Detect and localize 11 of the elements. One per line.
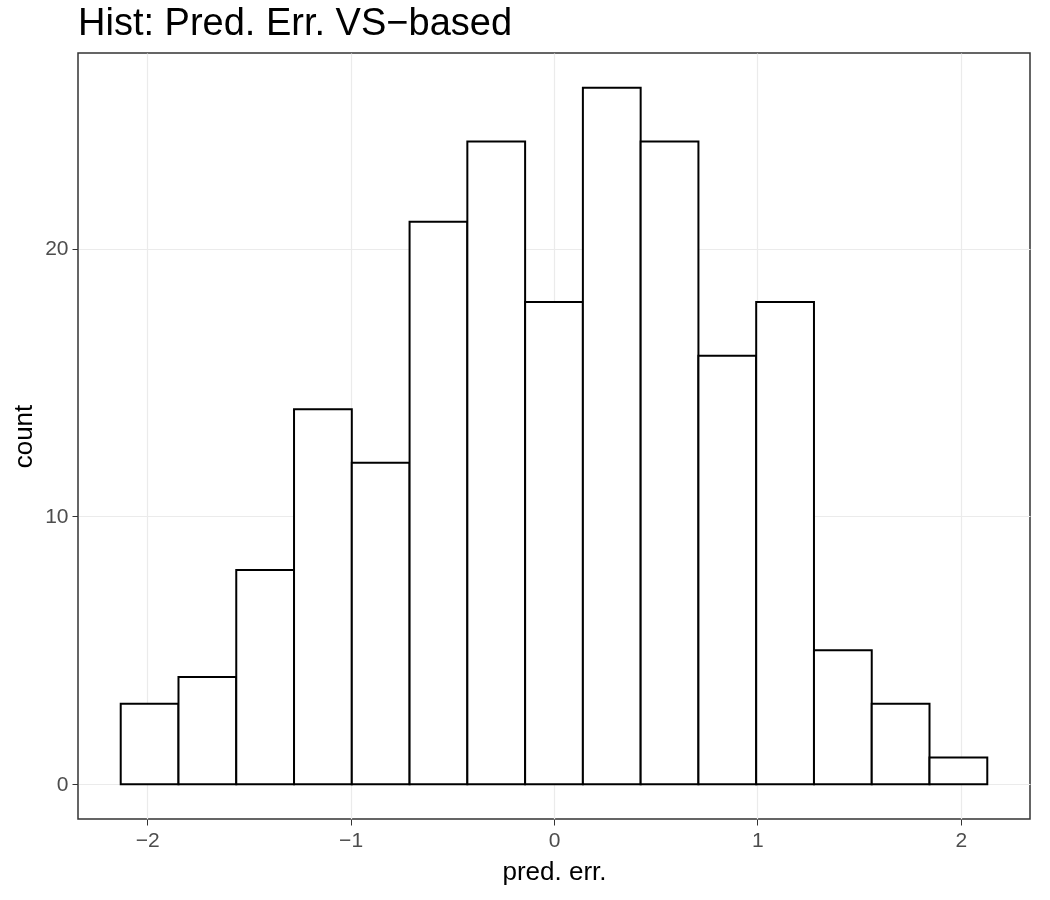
x-axis-title: pred. err. bbox=[502, 855, 607, 886]
y-tick-label: 20 bbox=[45, 236, 69, 260]
chart-title: Hist: Pred. Err. VS−based bbox=[78, 1, 513, 43]
x-tick-label: −1 bbox=[339, 827, 364, 851]
y-axis-title: count bbox=[8, 403, 39, 469]
x-tick-label: 2 bbox=[955, 827, 968, 851]
y-tick-label: 10 bbox=[45, 503, 69, 527]
x-tick-label: −2 bbox=[135, 827, 160, 851]
y-tick-label: 0 bbox=[56, 771, 69, 795]
x-tick-label: 0 bbox=[548, 827, 561, 851]
x-tick-label: 1 bbox=[752, 827, 764, 851]
